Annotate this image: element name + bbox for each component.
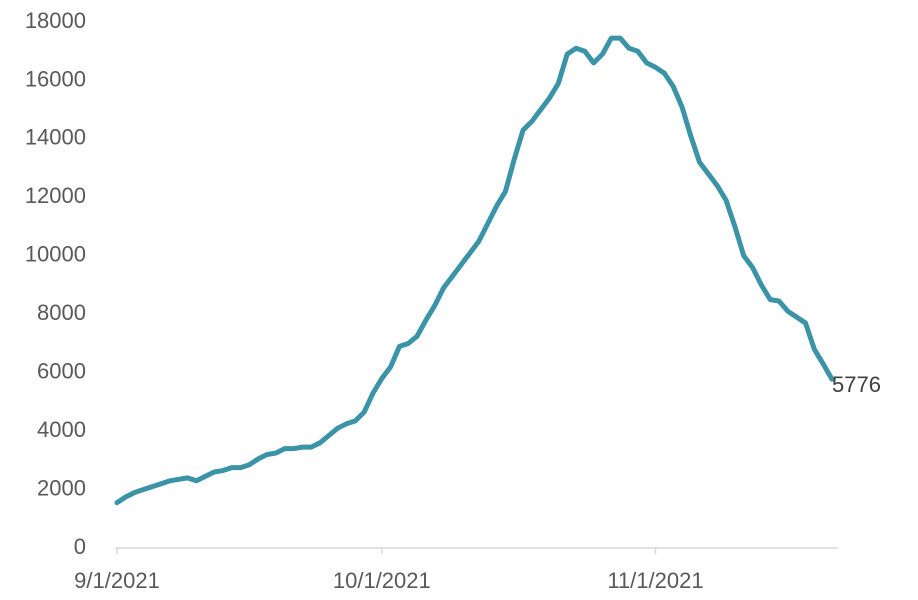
data-line [114,35,835,506]
y-tick-label: 8000 [37,300,86,325]
y-tick-label: 12000 [25,183,86,208]
y-tick-label: 10000 [25,242,86,267]
y-tick-label: 16000 [25,66,86,91]
end-value-label: 5776 [832,372,881,397]
x-tick-label: 11/1/2021 [607,568,703,593]
y-tick-label: 2000 [37,475,86,500]
y-tick-label: 0 [74,534,86,559]
y-tick-label: 6000 [37,358,86,383]
x-tick-label: 9/1/2021 [74,568,160,593]
y-tick-label: 18000 [25,8,86,33]
y-tick-label: 14000 [25,125,86,150]
x-tick-label: 10/1/2021 [333,568,431,593]
y-tick-label: 4000 [37,417,86,442]
